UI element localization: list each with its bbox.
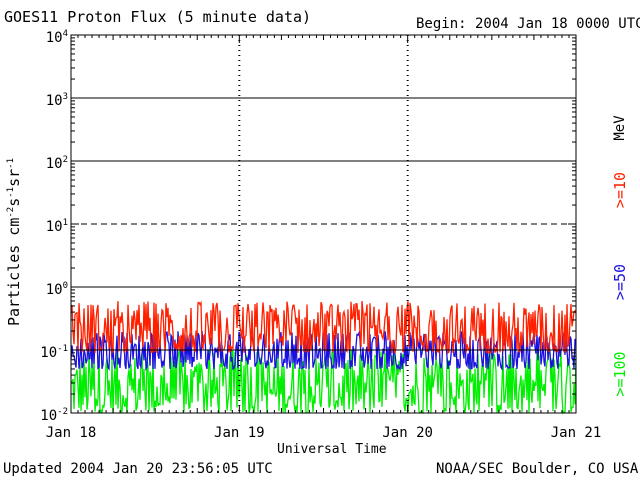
y-label-text3: sr [5,168,23,187]
y-tick-label: 10-1 [40,341,68,361]
y-tick-exp: 3 [62,92,68,102]
begin-time: Begin: 2004 Jan 18 0000 UTC [416,16,640,32]
y-tick-exp: -1 [57,344,68,354]
legend-ge50: >=50 [611,263,629,301]
y-tick-exp: -2 [57,407,68,417]
y-tick-exp: 1 [62,218,68,228]
legend-ge100: >=100 [611,351,629,397]
series-layer [70,300,577,415]
y-tick-label: 104 [46,26,68,46]
y-tick-label: 103 [46,89,68,109]
x-axis-label: Universal Time [277,442,387,457]
y-tick-base: 10 [45,282,63,298]
y-label-exp2: -1 [6,186,16,198]
credit-line: NOAA/SEC Boulder, CO USA [436,461,639,477]
series-line-ge10 [70,300,577,355]
y-tick-exp: 4 [62,29,68,39]
legend-ge10: >=10 [611,171,629,209]
y-tick-label: 102 [46,152,68,172]
y-tick-exp: 0 [62,281,68,291]
reference-lines [71,97,576,351]
y-tick-base: 10 [40,345,58,361]
x-tick-label: Jan 19 [214,425,265,441]
y-tick-label: 101 [46,215,68,235]
x-tick-label: Jan 18 [45,425,97,441]
y-tick-exp: 2 [62,155,68,165]
y-tick-base: 10 [45,30,63,46]
y-axis-label: Particles cm-2s-1sr-1 [5,158,23,326]
y-tick-base: 10 [45,219,63,235]
day-grid [238,35,409,413]
x-tick-label: Jan 21 [550,425,602,441]
y-tick-base: 10 [40,408,58,424]
series-line-ge100 [70,349,577,415]
y-tick-base: 10 [45,93,63,109]
chart-title: GOES11 Proton Flux (5 minute data) [4,8,312,26]
y-label-text2: s [5,197,23,207]
plot-frame [70,34,577,414]
y-label-exp3: -1 [6,158,16,169]
y-label-exp1: -2 [6,206,16,218]
x-tick-label: Jan 20 [382,425,433,441]
y-tick-label: 100 [46,278,68,298]
y-tick-base: 10 [45,156,63,172]
legend-unit: MeV [612,115,628,141]
y-tick-label: 10-2 [40,404,68,424]
y-label-text: Particles cm [5,217,23,326]
updated-timestamp: Updated 2004 Jan 20 23:56:05 UTC [3,461,273,477]
